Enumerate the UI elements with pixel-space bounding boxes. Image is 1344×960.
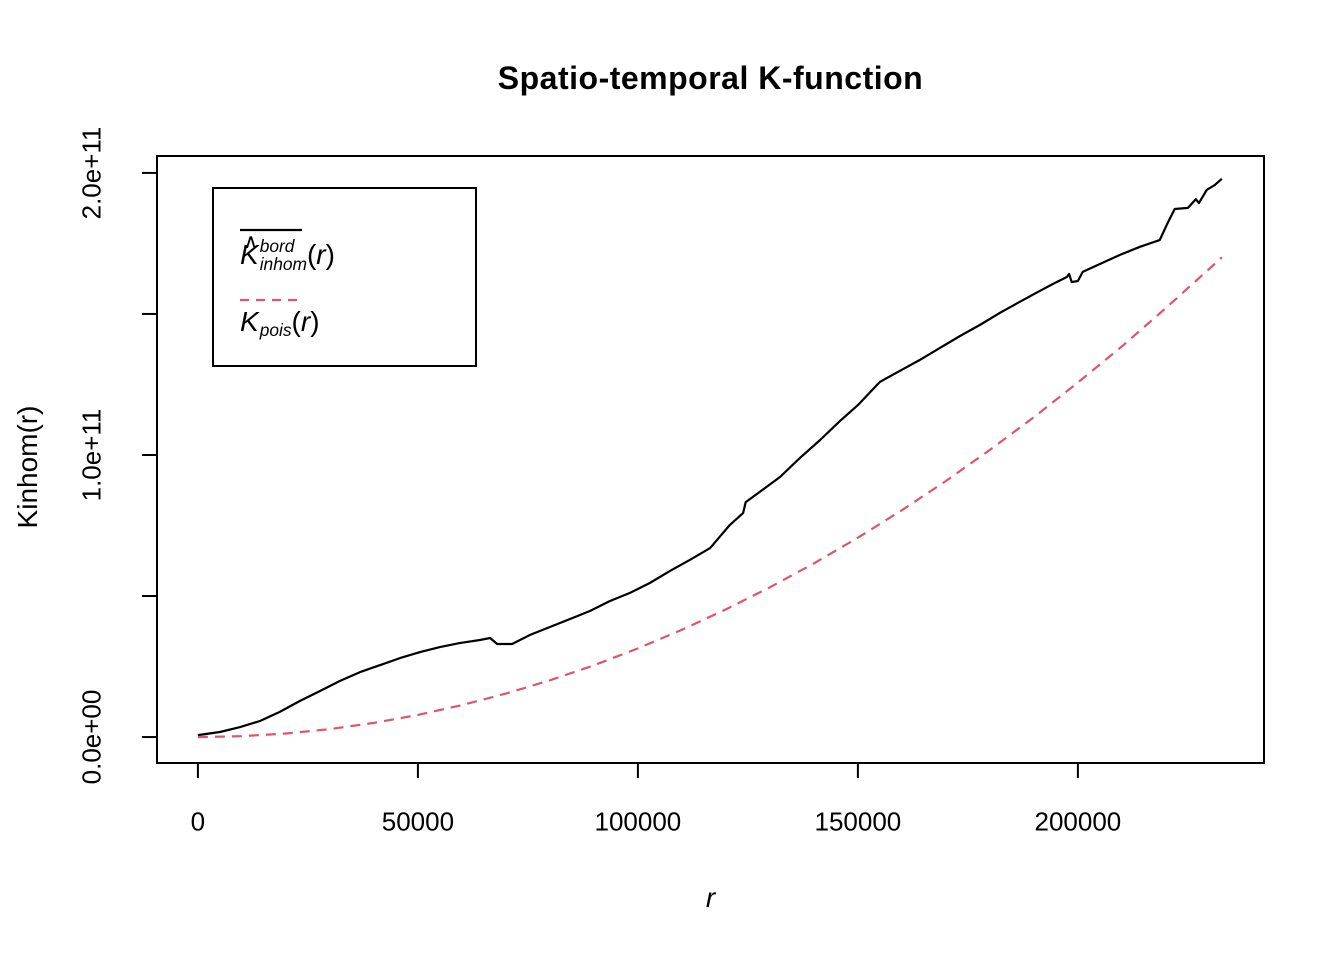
y-tick-label: 2.0e+11 (76, 126, 107, 220)
x-tick-label: 200000 (1034, 806, 1122, 837)
y-axis-label: Kinhom(r) (12, 405, 43, 529)
x-tick-label: 150000 (814, 806, 902, 837)
x-tick-label: 0 (190, 806, 206, 837)
legend-solid-line-sample (240, 228, 302, 232)
legend-dashed-line-sample (240, 298, 302, 302)
series-kinhom-line (197, 177, 1223, 737)
plot-border (156, 155, 1265, 764)
x-tick-label: 100000 (594, 806, 682, 837)
series-kpois-line (197, 256, 1223, 739)
x-tick-label: 50000 (381, 806, 455, 837)
x-axis-label: r (705, 882, 716, 913)
hat-accent: ∧ (243, 230, 259, 253)
y-tick-label: 1.0e+11 (76, 408, 107, 502)
y-tick-label: 0.0e+00 (76, 689, 107, 785)
chart-title: Spatio-temporal K-function (497, 60, 924, 96)
